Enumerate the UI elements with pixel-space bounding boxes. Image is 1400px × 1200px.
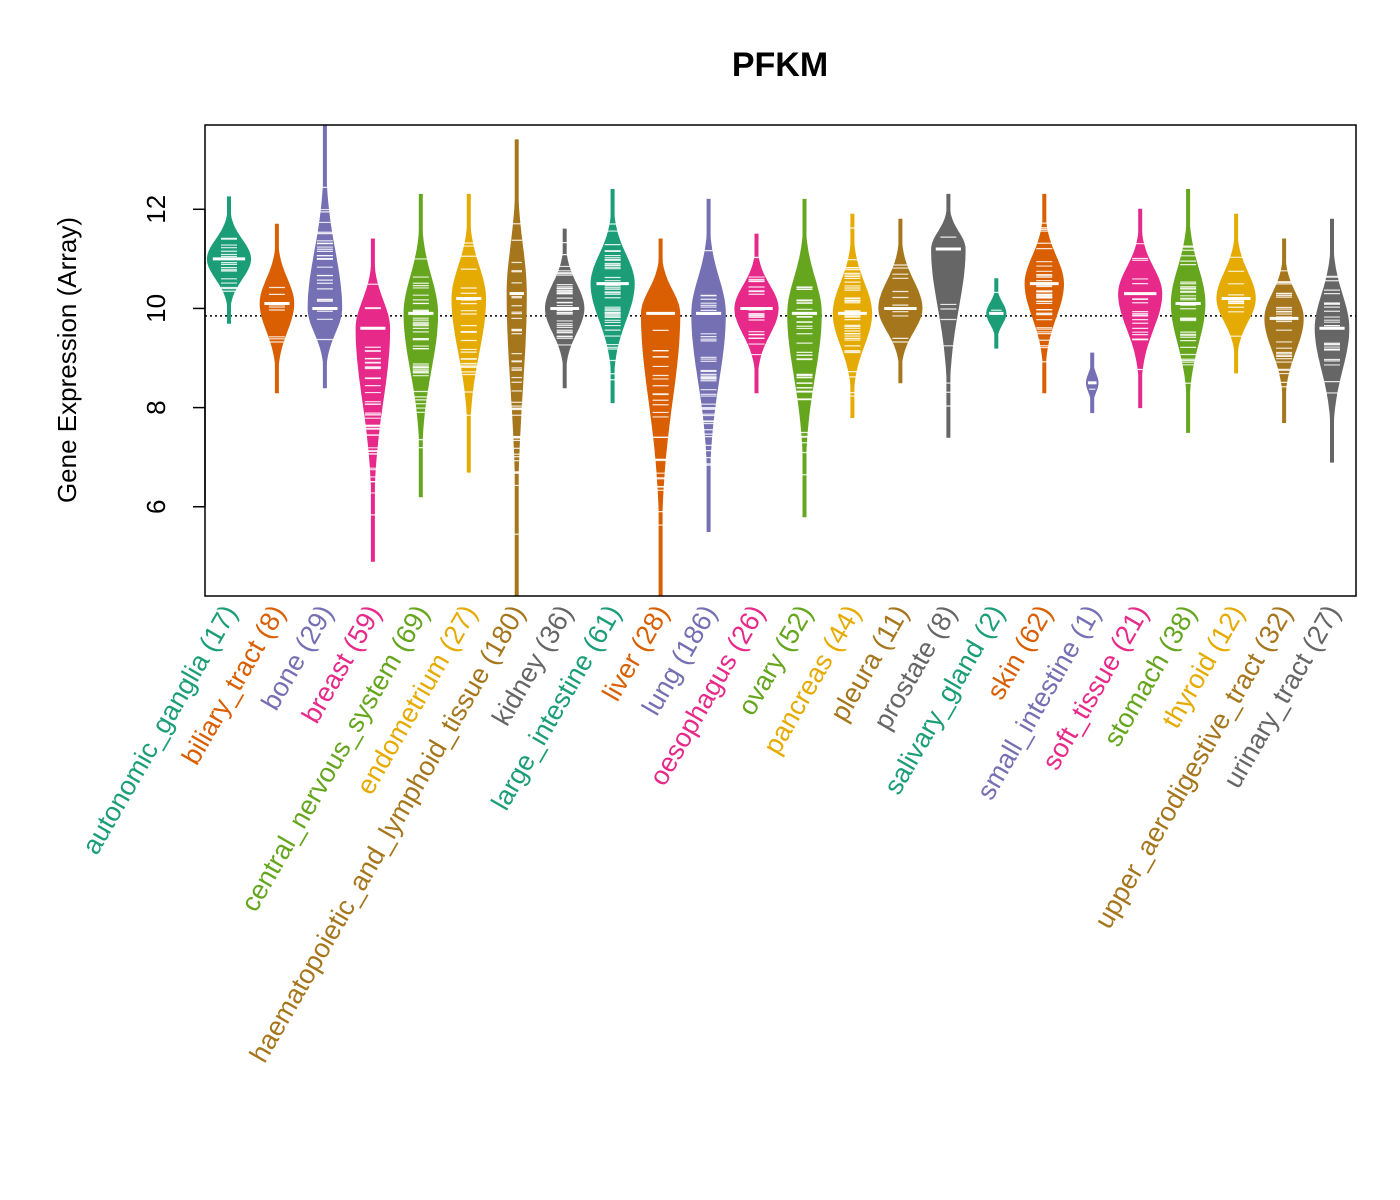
violin-body [1170, 189, 1206, 433]
violin-body [1314, 218, 1350, 463]
violin-urinary_tract [1314, 218, 1350, 463]
violin-stomach [1170, 189, 1206, 433]
violin-salivary_gland [986, 278, 1007, 349]
y-tick-label: 10 [141, 294, 171, 323]
violin-endometrium [451, 193, 486, 473]
violin-biliary_tract [259, 223, 295, 394]
violin-bone [307, 124, 343, 389]
category-labels: autonomic_ganglia (17)biliary_tract (8)b… [76, 600, 1346, 1067]
violin-oesophagus [734, 233, 779, 394]
violin-body [451, 193, 486, 473]
violin-kidney [544, 228, 585, 389]
violin-skin [1024, 193, 1065, 394]
violin-body [1216, 213, 1256, 374]
violin-body [355, 238, 391, 562]
violin-body [1118, 208, 1163, 409]
violin-upper_aerodigestive_tract [1264, 238, 1304, 423]
y-tick-label: 12 [141, 195, 171, 224]
violin-ovary [787, 198, 822, 518]
violin-central_nervous_system [403, 193, 439, 498]
chart-title: PFKM [732, 46, 828, 84]
violin-haematopoietic_and_lymphoid_tissue [506, 139, 527, 597]
y-axis: 6 8 10 12 [141, 195, 206, 514]
violin-pleura [878, 218, 923, 384]
violin-thyroid [1216, 213, 1256, 374]
violin-body [931, 193, 966, 438]
violin-liver [640, 238, 681, 597]
violin-breast [355, 238, 391, 562]
violin-lung [691, 198, 726, 532]
violin-body [878, 218, 923, 384]
violin-prostate [931, 193, 966, 438]
violin-autonomic_ganglia [206, 196, 251, 324]
violin-soft_tissue [1118, 208, 1163, 409]
plot-area [205, 124, 1356, 597]
violin-body [307, 124, 343, 389]
violin-body [787, 198, 822, 518]
y-axis-label: Gene Expression (Array) [52, 217, 82, 503]
y-tick-label: 8 [141, 400, 171, 414]
y-tick-label: 6 [141, 500, 171, 514]
violin-large_intestine [590, 189, 635, 404]
violin-body [259, 223, 295, 394]
violin-body [691, 198, 726, 532]
violin-pancreas [832, 213, 873, 418]
violin-small_intestine [1086, 352, 1099, 414]
violin-body [1024, 193, 1065, 394]
violin-body [590, 189, 635, 404]
